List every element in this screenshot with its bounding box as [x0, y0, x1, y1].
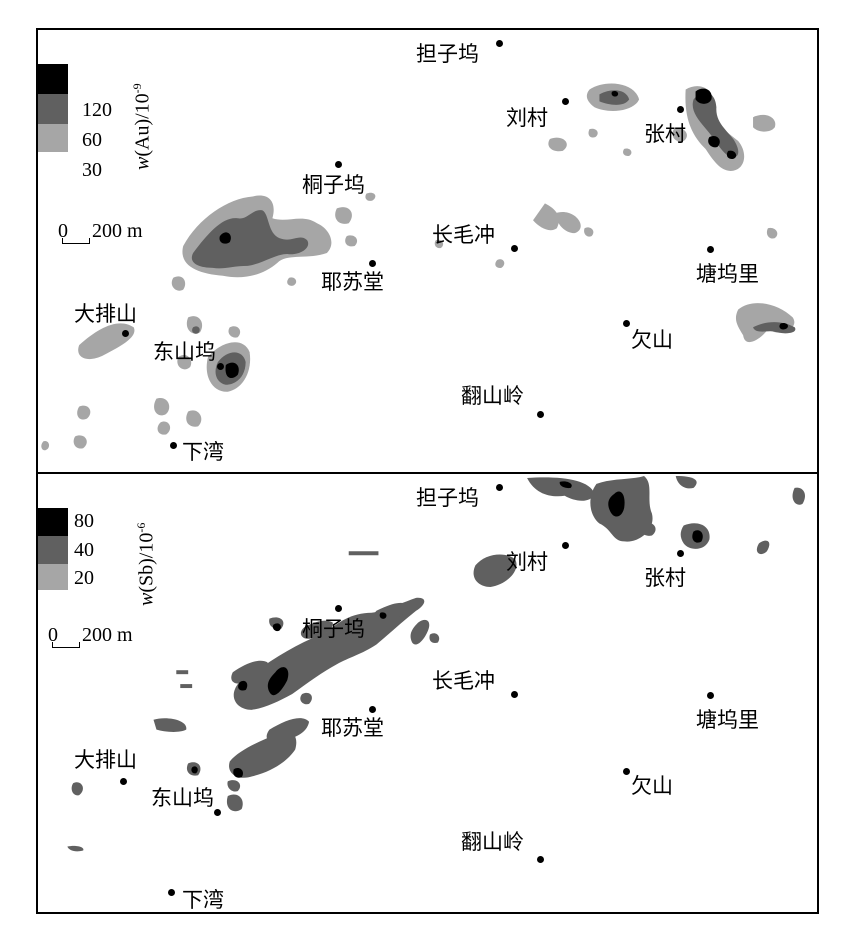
place-xiawan: 下湾 — [182, 440, 224, 464]
place-marker — [707, 246, 714, 253]
scale-zero: 0 — [58, 220, 68, 242]
au-anomaly-map: 120 60 30 w(Au)/10-9 0 200 m 担子坞 刘村 张村 桐… — [36, 28, 819, 474]
place-marker — [537, 411, 544, 418]
legend-value: 120 — [82, 99, 112, 121]
place-marker — [562, 542, 569, 549]
legend-swatch-mid — [38, 94, 68, 124]
place-dapaishan: 大排山 — [74, 302, 137, 326]
place-marker — [623, 768, 630, 775]
place-danziwu: 担子坞 — [416, 486, 479, 510]
place-marker — [369, 706, 376, 713]
legend-value: 40 — [74, 539, 94, 561]
scale-bar — [52, 642, 80, 648]
place-marker — [168, 889, 175, 896]
place-marker — [214, 809, 221, 816]
place-xiawan: 下湾 — [182, 888, 224, 912]
scale-zero: 0 — [48, 624, 58, 646]
legend-swatch-low — [38, 564, 68, 590]
place-marker — [677, 106, 684, 113]
place-marker — [511, 245, 518, 252]
place-marker — [335, 605, 342, 612]
au-unit-label: w(Au)/10-9 — [130, 83, 154, 170]
legend-value: 80 — [74, 510, 94, 532]
au-anomaly-mid — [191, 90, 796, 385]
place-marker — [496, 484, 503, 491]
legend-swatch-high — [38, 508, 68, 536]
place-marker — [122, 330, 129, 337]
place-fanshanling: 翻山岭 — [461, 830, 524, 854]
place-changmaochong: 长毛冲 — [432, 223, 495, 247]
legend-swatch-mid — [38, 536, 68, 564]
place-tongziwu: 桐子坞 — [302, 173, 365, 197]
scale-distance: 200 m — [82, 624, 133, 646]
place-changmaochong: 长毛冲 — [432, 669, 495, 693]
place-liucun: 刘村 — [506, 550, 548, 574]
place-qianshan: 欠山 — [631, 328, 673, 352]
place-marker — [623, 320, 630, 327]
place-fanshanling: 翻山岭 — [461, 384, 524, 408]
place-tangwuli: 塘坞里 — [696, 708, 759, 732]
scale-bar — [62, 238, 90, 244]
legend-value: 60 — [82, 129, 102, 151]
scale-distance: 200 m — [92, 220, 143, 242]
place-tongziwu: 桐子坞 — [302, 617, 365, 641]
sb-unit-label: w(Sb)/10-6 — [134, 522, 158, 606]
place-danziwu: 担子坞 — [416, 42, 479, 66]
place-marker — [511, 691, 518, 698]
place-marker — [707, 692, 714, 699]
place-liucun: 刘村 — [506, 106, 548, 130]
sb-anomaly-high — [191, 481, 703, 778]
place-marker — [369, 260, 376, 267]
place-dongshanwu: 东山坞 — [153, 340, 216, 364]
place-dongshanwu: 东山坞 — [151, 786, 214, 810]
place-qianshan: 欠山 — [631, 774, 673, 798]
place-yesutang: 耶苏堂 — [321, 716, 384, 740]
legend-swatch-high — [38, 64, 68, 94]
legend-value: 30 — [82, 159, 102, 181]
au-anomaly-high — [219, 88, 788, 379]
place-marker — [120, 778, 127, 785]
place-yesutang: 耶苏堂 — [321, 270, 384, 294]
place-zhangcun: 张村 — [644, 566, 686, 590]
place-dapaishan: 大排山 — [74, 748, 137, 772]
place-marker — [677, 550, 684, 557]
legend-value: 20 — [74, 567, 94, 589]
legend-swatch-low — [38, 124, 68, 152]
sb-contour-layer — [67, 475, 805, 852]
place-marker — [562, 98, 569, 105]
place-marker — [335, 161, 342, 168]
place-marker — [217, 363, 224, 370]
place-marker — [170, 442, 177, 449]
au-contour-layer — [41, 83, 796, 451]
place-marker — [496, 40, 503, 47]
place-tangwuli: 塘坞里 — [696, 262, 759, 286]
place-marker — [537, 856, 544, 863]
sb-anomaly-map: 80 40 20 w(Sb)/10-6 0 200 m 担子坞 刘村 张村 桐子… — [36, 472, 819, 914]
place-zhangcun: 张村 — [644, 122, 686, 146]
